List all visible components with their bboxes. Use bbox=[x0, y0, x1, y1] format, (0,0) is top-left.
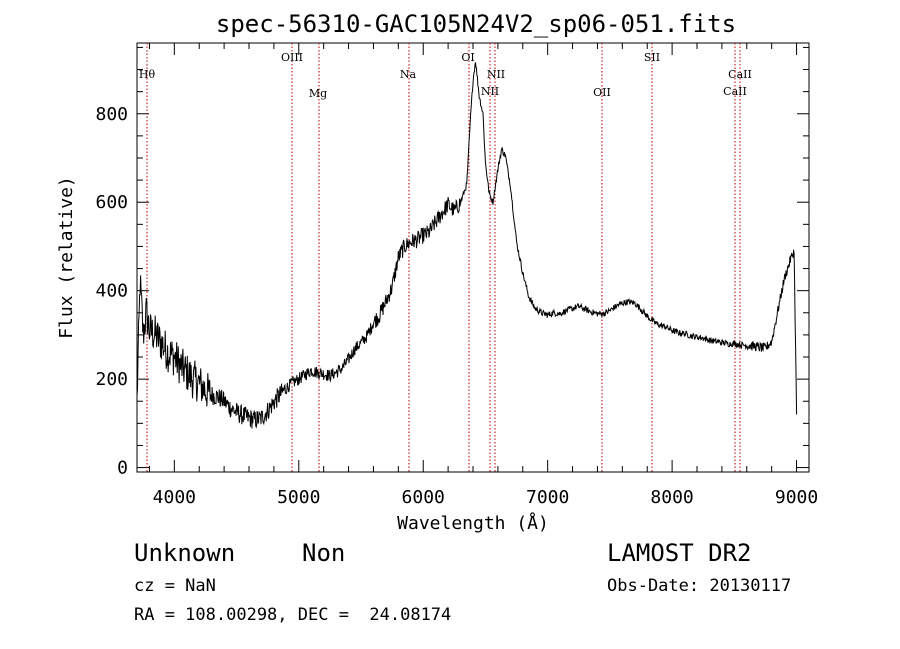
spectral-line-label: Na bbox=[400, 68, 417, 81]
x-tick-label: 5000 bbox=[277, 487, 320, 508]
y-tick-label: 800 bbox=[95, 104, 128, 125]
x-axis-label: Wavelength (Å) bbox=[397, 512, 549, 534]
object-subclass: Non bbox=[302, 539, 346, 567]
spectral-line-label: OIII bbox=[281, 51, 303, 64]
x-tick-label: 8000 bbox=[650, 487, 693, 508]
x-tick-label: 6000 bbox=[402, 487, 445, 508]
chart-title: spec-56310-GAC105N24V2_sp06-051.fits bbox=[216, 10, 736, 38]
spectral-line-label: SII bbox=[644, 51, 660, 64]
spectral-line-label: OII bbox=[593, 86, 611, 99]
y-tick-label: 0 bbox=[117, 458, 128, 479]
observation-date: Obs-Date: 20130117 bbox=[607, 576, 792, 596]
x-tick-label: 4000 bbox=[153, 487, 196, 508]
survey-name: LAMOST DR2 bbox=[607, 539, 752, 567]
y-tick-label: 400 bbox=[95, 281, 128, 302]
x-tick-label: 9000 bbox=[775, 487, 818, 508]
object-class: Unknown bbox=[134, 539, 236, 567]
spectral-line-label: CaII bbox=[723, 85, 747, 98]
spectral-line-label: Hθ bbox=[139, 68, 156, 81]
spectral-line-label: CaII bbox=[728, 68, 752, 81]
y-tick-label: 200 bbox=[95, 369, 128, 390]
spectral-line-label: NII bbox=[487, 68, 505, 81]
plot-frame bbox=[136, 42, 810, 473]
spectrum-series-line bbox=[136, 62, 798, 429]
redshift-cz: cz = NaN bbox=[134, 576, 216, 596]
spectral-line-label: OI bbox=[461, 51, 474, 64]
y-tick-label: 600 bbox=[95, 192, 128, 213]
spectral-line-label: Mg bbox=[309, 87, 327, 100]
spectral-line-label: NII bbox=[481, 85, 499, 98]
x-tick-label: 7000 bbox=[526, 487, 569, 508]
y-axis-label: Flux (relative) bbox=[56, 176, 77, 339]
ra-dec-coordinates: RA = 108.00298, DEC = 24.08174 bbox=[134, 605, 452, 625]
